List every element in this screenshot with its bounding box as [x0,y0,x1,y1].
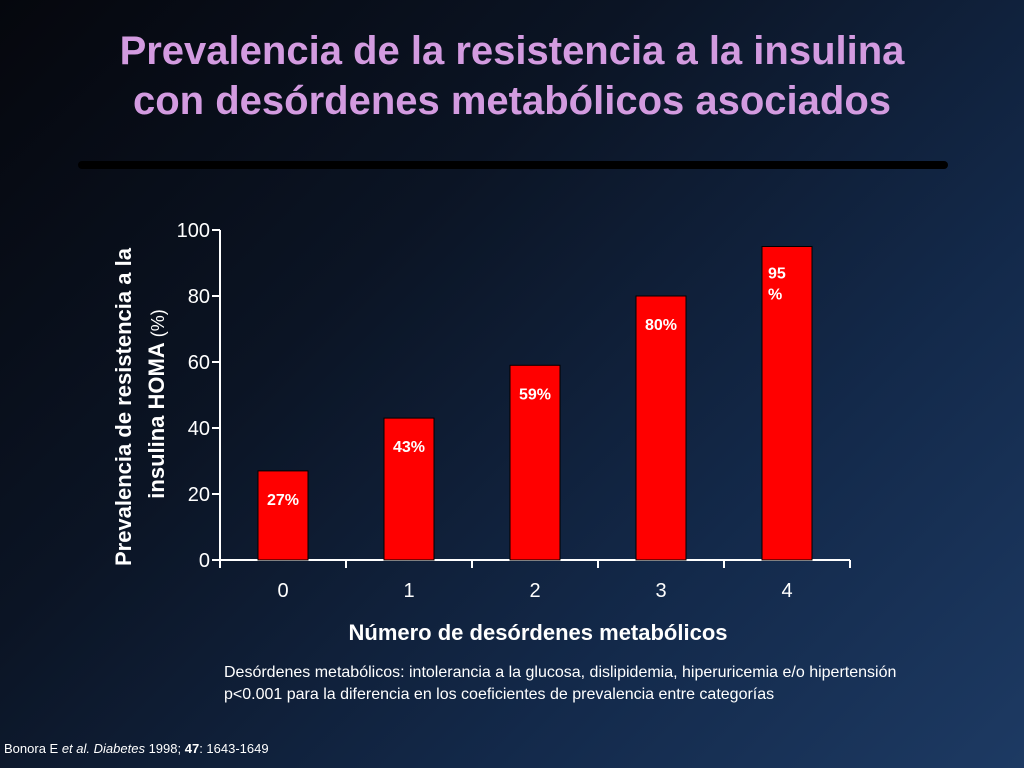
footnote-line-2: p<0.001 para la diferencia en los coefic… [224,686,775,703]
citation-pages: : 1643-1649 [199,741,269,756]
chart-plot-area: 0 20 40 60 80 100 0 27% 1 43% 2 59% 3 80% 4 95% [177,220,851,602]
citation-volume: 47 [184,741,200,756]
data-label: 27% [267,492,299,509]
citation-journal: Diabetes [93,741,145,756]
bar-chart: Prevalencia de resistencia a la insulina… [111,220,851,645]
y-tick-label: 80 [188,286,210,308]
citation-author: Bonora E [4,741,62,756]
bar [509,364,561,561]
y-axis-label-line-2: insulina HOMA [144,342,169,499]
citation: Bonora E et al. Diabetes 1998; 47: 1643-… [4,741,269,757]
slide-title-line-2: con desórdenes metabólicos asociados [132,79,892,123]
data-label: 80% [645,317,677,334]
x-axis-label: Número de desórdenes metabólicos [349,620,728,645]
data-label: 43% [393,439,425,456]
slide-title-line-1: Prevalencia de la resistencia a la insul… [119,29,905,73]
bar [257,470,309,561]
y-tick-label: 100 [177,220,210,242]
x-tick-label: 0 [277,580,288,602]
footnote: Desórdenes metabólicos: intolerancia a l… [224,662,984,706]
y-tick-label: 60 [188,352,210,374]
y-axis-label: Prevalencia de resistencia a la insulina… [111,242,169,566]
x-tick-label: 2 [529,580,540,602]
bar [635,295,687,561]
y-tick-label: 20 [188,484,210,506]
bar [761,246,813,561]
citation-year: 1998; [144,741,185,756]
footnote-line-1: Desórdenes metabólicos: intolerancia a l… [224,664,897,681]
citation-etal: et al. [61,741,91,756]
y-tick-label: 40 [188,418,210,440]
title-divider [78,161,948,169]
data-label: 59% [519,386,551,403]
slide-title: Prevalencia de la resistencia a la insul… [30,26,994,126]
x-tick-label: 4 [781,580,792,602]
y-axis-label-unit: (%) [148,309,168,342]
bar [383,417,435,561]
x-tick-label: 1 [403,580,414,602]
data-label: 95% [768,266,786,304]
y-tick-label: 0 [199,550,210,572]
y-axis-label-line-1: Prevalencia de resistencia a la [111,247,136,566]
x-tick-label: 3 [655,580,666,602]
